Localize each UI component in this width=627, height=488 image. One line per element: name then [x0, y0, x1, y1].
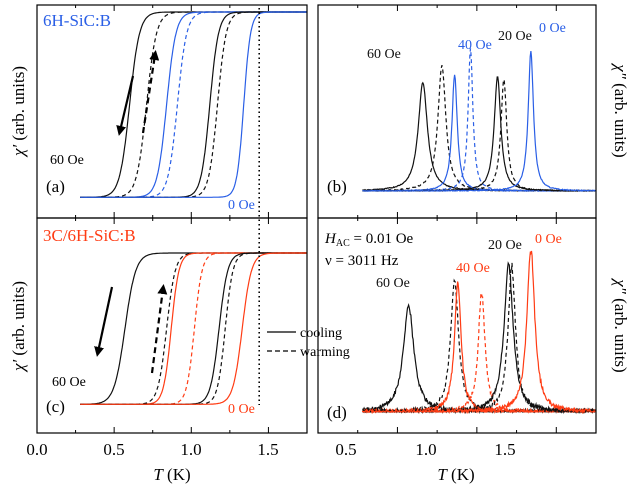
- annot-a-60oe: 60 Oe: [50, 153, 84, 168]
- series-b-60-oe-cooling: [362, 81, 596, 192]
- field-label-d-20: 20 Oe: [488, 238, 522, 253]
- series-c-20-oe-cooling: [80, 252, 307, 405]
- x-tick-label-d: 0.5: [335, 440, 356, 459]
- series-d-60-oe-warming: [362, 278, 596, 415]
- panel-c-frame: [36, 217, 308, 434]
- legend-cooling-label: cooling: [300, 326, 342, 341]
- field-label-b-0: 0 Oe: [539, 21, 566, 36]
- arrow-cooling-a: [116, 75, 135, 136]
- series-a-20-oe-warming: [80, 11, 307, 198]
- field-label-b-40: 40 Oe: [458, 38, 492, 53]
- series-c-0-oe: [80, 252, 307, 405]
- freq-text: ν = 3011 Hz: [325, 253, 399, 269]
- y-axis-title-a: χ′ (arb. units): [9, 66, 28, 158]
- series-d-40-oe-cooling: [361, 281, 596, 414]
- panel-label-a: (a): [46, 177, 65, 196]
- hac-text: HAC = 0.01 Oe: [324, 231, 414, 249]
- panel-b-series: [362, 48, 596, 192]
- series-c-20-oe-warming: [80, 252, 307, 405]
- series-a-40-oe-warming: [80, 11, 307, 198]
- y-axis-title-c: χ′ (arb. units): [9, 281, 28, 373]
- field-label-d-60: 60 Oe: [376, 276, 410, 291]
- arrow-warming-a: [141, 50, 160, 134]
- x-tick-label-c: 0.0: [26, 440, 47, 459]
- series-c-60-oe-cooling: [80, 252, 307, 405]
- panel-label-c: (c): [46, 397, 65, 416]
- series-d-60-oe-cooling: [362, 302, 596, 415]
- x-tick-label-d: 1.5: [494, 440, 515, 459]
- sample-title-a: 6H-SiC:B: [43, 11, 111, 30]
- series-a-0-oe: [80, 11, 307, 198]
- series-a-60-oe-warming: [80, 11, 307, 198]
- series-d-40-oe-warming: [362, 291, 596, 415]
- panel-d-frame: [317, 217, 597, 434]
- annot-c-60oe: 60 Oe: [52, 375, 86, 390]
- series-a-40-oe-cooling: [80, 11, 307, 198]
- y-axis-title-d: χ″ (arb. units): [611, 277, 627, 372]
- x-axis-title-left: T (K): [153, 465, 190, 484]
- x-tick-label-d: 1.0: [415, 440, 436, 459]
- x-tick-label-c: 1.5: [257, 440, 278, 459]
- x-tick-label-c: 0.5: [103, 440, 124, 459]
- series-b-0-oe: [362, 51, 596, 192]
- legend-c: cooling warming: [267, 326, 350, 360]
- panel-label-d: (d): [327, 403, 347, 422]
- annot-a-0oe: 0 Oe: [228, 198, 255, 213]
- series-b-60-oe-warming: [362, 65, 596, 192]
- panel-d-series: [361, 250, 596, 415]
- series-d-0-oe: [362, 250, 596, 415]
- series-b-40-oe-warming: [362, 48, 596, 192]
- series-b-20-oe-cooling: [362, 76, 596, 192]
- legend-warming-label: warming: [300, 345, 350, 360]
- panel-c-series: [80, 252, 307, 405]
- field-label-d-40: 40 Oe: [456, 261, 490, 276]
- series-c-40-oe-warming: [80, 252, 307, 405]
- annot-c-0oe: 0 Oe: [228, 402, 255, 417]
- axis-ticks: [36, 5, 557, 433]
- series-a-60-oe-cooling: [80, 11, 307, 198]
- series-a-20-oe-cooling: [80, 11, 307, 198]
- arrow-warming-c: [150, 284, 168, 374]
- field-label-d-0: 0 Oe: [535, 232, 562, 247]
- series-b-40-oe-cooling: [362, 74, 596, 192]
- series-b-20-oe-warming: [362, 79, 596, 192]
- panel-a-series: [80, 11, 307, 198]
- panel-label-b: (b): [327, 177, 347, 196]
- sample-title-c: 3C/6H-SiC:B: [43, 226, 136, 245]
- x-axis-title-right: T (K): [437, 465, 474, 484]
- x-tick-label-c: 1.0: [180, 440, 201, 459]
- panel-a-frame: [36, 4, 308, 219]
- field-label-b-20: 20 Oe: [498, 29, 532, 44]
- field-label-b-60: 60 Oe: [367, 47, 401, 62]
- y-axis-title-b: χ″ (arb. units): [611, 62, 627, 157]
- arrow-cooling-c: [94, 286, 114, 357]
- series-c-60-oe-warming: [80, 252, 307, 405]
- series-c-40-oe-cooling: [80, 252, 307, 405]
